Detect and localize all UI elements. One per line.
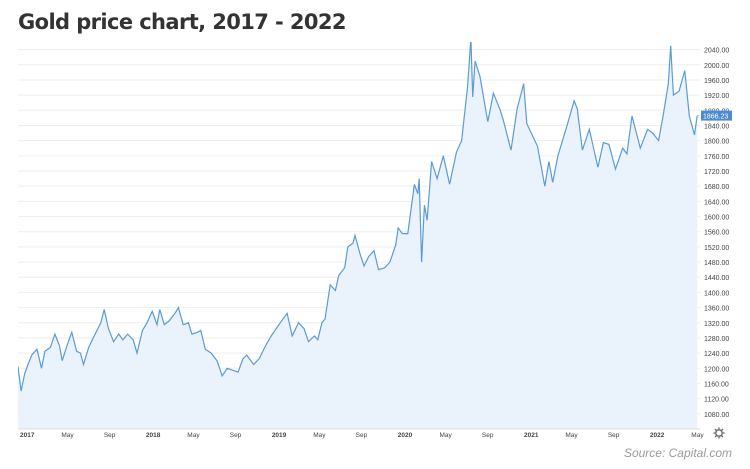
source-credit: Source: Capital.com xyxy=(623,446,732,460)
price-line[interactable] xyxy=(18,42,698,392)
gear-icon[interactable] xyxy=(713,427,725,439)
chart-title: Gold price chart, 2017 - 2022 xyxy=(18,10,346,34)
y-tick-label: 1280.00 xyxy=(704,336,729,343)
x-tick-label: 2021 xyxy=(524,432,539,439)
y-tick-label: 1080.00 xyxy=(704,412,729,419)
y-tick-label: 1480.00 xyxy=(704,260,729,267)
y-tick-label: 1440.00 xyxy=(704,275,729,282)
x-tick-label: May xyxy=(61,432,74,439)
x-tick-label: Sep xyxy=(230,432,242,439)
y-tick-label: 1520.00 xyxy=(704,245,729,252)
x-tick-label: 2018 xyxy=(146,432,161,439)
x-tick-label: Sep xyxy=(482,432,494,439)
y-tick-label: 1720.00 xyxy=(704,169,729,176)
x-tick-label: May xyxy=(691,432,704,439)
x-tick-label: Sep xyxy=(608,432,620,439)
x-tick-label: May xyxy=(565,432,578,439)
y-tick-label: 1200.00 xyxy=(704,366,729,373)
y-tick-label: 1600.00 xyxy=(704,215,729,222)
chart-area[interactable]: 2040.002000.001960.001920.001880.001840.… xyxy=(18,42,732,439)
y-tick-label: 1640.00 xyxy=(704,199,729,206)
x-tick-label: Sep xyxy=(104,432,116,439)
y-tick-label: 1240.00 xyxy=(704,351,729,358)
y-tick-label: 2000.00 xyxy=(704,63,729,70)
x-tick-label: May xyxy=(187,432,200,439)
y-tick-label: 1800.00 xyxy=(704,139,729,146)
y-tick-label: 1160.00 xyxy=(704,381,729,388)
current-price-badge xyxy=(701,110,732,121)
y-tick-label: 1360.00 xyxy=(704,306,729,313)
y-tick-label: 1400.00 xyxy=(704,290,729,297)
y-tick-label: 1840.00 xyxy=(704,123,729,130)
gold-price-chart[interactable]: 2040.002000.001960.001920.001880.001840.… xyxy=(18,42,732,439)
x-tick-label: 2017 xyxy=(20,432,35,439)
y-tick-label: 1920.00 xyxy=(704,93,729,100)
y-tick-label: 1320.00 xyxy=(704,321,729,328)
x-tick-label: 2019 xyxy=(272,432,287,439)
x-tick-label: May xyxy=(439,432,452,439)
x-tick-label: 2020 xyxy=(398,432,413,439)
x-tick-label: 2022 xyxy=(650,432,665,439)
x-tick-label: May xyxy=(313,432,326,439)
y-tick-label: 1560.00 xyxy=(704,230,729,237)
current-price-label: 1866.23 xyxy=(703,114,728,121)
x-tick-label: Sep xyxy=(356,432,368,439)
y-tick-label: 1960.00 xyxy=(704,78,729,85)
y-tick-label: 1760.00 xyxy=(704,154,729,161)
y-tick-label: 1120.00 xyxy=(704,397,729,404)
price-area-fill xyxy=(18,42,698,429)
y-tick-label: 1680.00 xyxy=(704,184,729,191)
y-tick-label: 2040.00 xyxy=(704,48,729,55)
